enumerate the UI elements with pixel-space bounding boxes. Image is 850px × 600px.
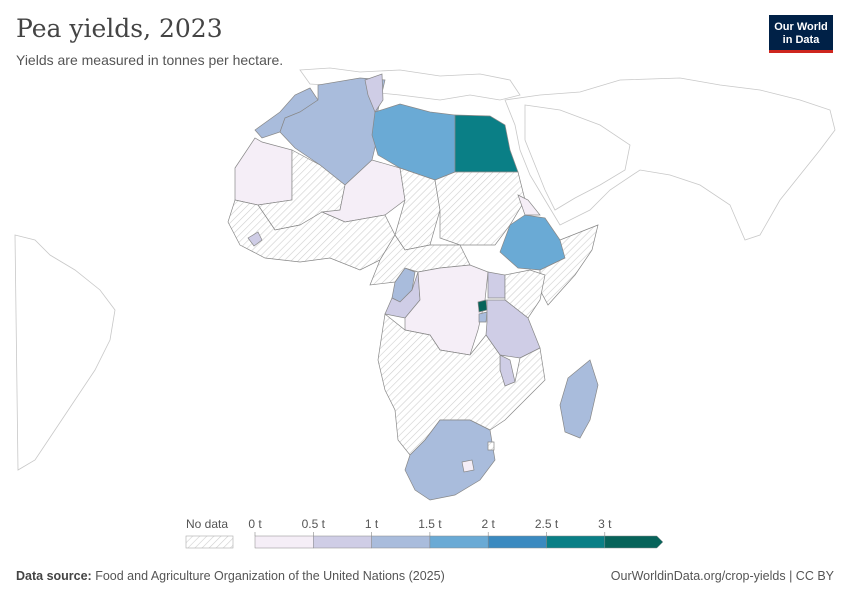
legend-bin — [313, 535, 372, 549]
country-burundi[interactable] — [478, 311, 488, 323]
data-source-text: Food and Agriculture Organization of the… — [95, 569, 445, 583]
legend-bin — [254, 535, 314, 549]
legend-bin — [429, 535, 489, 549]
country-lesotho[interactable] — [461, 459, 475, 473]
chart-title: Pea yields, 2023 — [16, 14, 223, 43]
country-rwanda[interactable] — [477, 299, 488, 313]
country-southern-band[interactable] — [377, 313, 546, 456]
legend-bin — [487, 535, 547, 549]
world-map[interactable]: No data 0 t 0.5 t 1 t 1.5 t 2 t 2.5 t 3 t — [0, 0, 850, 560]
legend-bin — [604, 535, 664, 549]
logo-line-1: Our World — [774, 21, 828, 33]
legend: No data 0 t 0.5 t 1 t 1.5 t 2 t 2.5 t 3 t — [185, 517, 664, 549]
legend-tick-label: 3 t — [598, 517, 612, 531]
logo-line-2: in Data — [782, 34, 820, 46]
country-madagascar[interactable] — [559, 359, 599, 439]
country-chad[interactable] — [394, 167, 441, 251]
legend-tick-label: 2 t — [482, 517, 496, 531]
legend-color-bins — [254, 535, 664, 549]
legend-no-data-swatch — [185, 535, 234, 549]
country-guinea[interactable] — [247, 231, 263, 247]
country-eritrea[interactable] — [517, 194, 541, 216]
legend-tick-label: 1 t — [365, 517, 379, 531]
africa-countries — [227, 73, 599, 501]
legend-tick-labels: 0 t 0.5 t 1 t 1.5 t 2 t 2.5 t 3 t — [248, 517, 612, 536]
data-source: Data source: Food and Agriculture Organi… — [16, 569, 445, 583]
country-mauritania[interactable] — [234, 137, 293, 206]
country-somalia[interactable] — [539, 224, 599, 306]
country-egypt[interactable] — [454, 114, 519, 173]
legend-bin — [546, 535, 606, 549]
owid-logo[interactable]: Our World in Data — [769, 15, 833, 53]
legend-tick-label: 0 t — [248, 517, 262, 531]
country-south-africa[interactable] — [404, 419, 496, 501]
country-tunisia[interactable] — [364, 73, 384, 113]
background-landmasses — [14, 67, 836, 471]
country-sudan[interactable] — [434, 171, 526, 246]
data-source-label: Data source: — [16, 569, 92, 583]
legend-bin — [371, 535, 431, 549]
chart-subtitle: Yields are measured in tonnes per hectar… — [16, 52, 284, 68]
country-eswatini[interactable] — [487, 441, 495, 451]
source-link[interactable]: OurWorldinData.org/crop-yields | CC BY — [610, 569, 834, 583]
legend-no-data-label: No data — [186, 517, 228, 531]
legend-tick-label: 2.5 t — [535, 517, 559, 531]
country-uganda[interactable] — [487, 271, 506, 299]
legend-tick-label: 1.5 t — [418, 517, 442, 531]
legend-tick-label: 0.5 t — [302, 517, 326, 531]
